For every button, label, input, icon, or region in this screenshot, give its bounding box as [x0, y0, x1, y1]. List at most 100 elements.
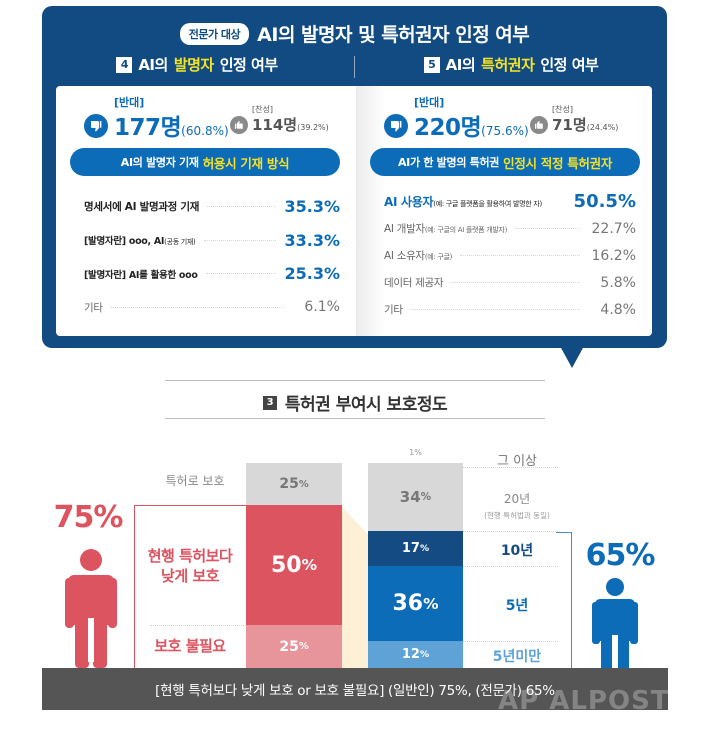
section-divider-bottom — [165, 418, 545, 419]
patentee-vote-summary: [반대] 220명(75.6%) [찬성] 71명(24.4%) — [384, 92, 644, 141]
leader-line — [205, 273, 277, 275]
label-5y: 5년 — [505, 598, 529, 614]
leader-line — [451, 282, 580, 283]
separator — [463, 566, 558, 567]
label-none: 보호 불필요 — [154, 637, 226, 655]
item-value: 35.3% — [284, 197, 340, 217]
expert-bracket — [556, 532, 572, 668]
list-item: AI 소유자(예: 구글) 16.2% — [384, 242, 636, 269]
list-item: 명세서에 AI 발명과정 기재 35.3% — [84, 190, 340, 224]
expert-top-note: 1% — [409, 448, 422, 457]
support-count: 71명(24.4%) — [552, 116, 619, 134]
section-divider-top — [165, 380, 545, 381]
separator — [463, 531, 558, 532]
item-value: 6.1% — [304, 299, 340, 316]
leader-line — [110, 306, 284, 308]
list-item: 데이터 제공자 5.8% — [384, 269, 636, 296]
oppose-count: 177명(60.8%) — [114, 115, 229, 141]
leader-line — [410, 309, 580, 310]
expert-bar-lt5y: 12% — [368, 641, 463, 668]
oppose-count: 220명(75.6%) — [414, 115, 529, 141]
item-value: 25.3% — [284, 264, 340, 284]
item-label: 명세서에 AI 발명과정 기재 — [84, 201, 200, 214]
pill-highlight: 허용시 기재 방식 — [202, 155, 290, 171]
item-value: 4.8% — [600, 301, 636, 318]
expert-bar-20y: 34% — [368, 463, 463, 531]
pill-highlight: 인정시 적정 특허권자 — [503, 155, 613, 171]
list-item: 기타 4.8% — [384, 296, 636, 323]
thumbs-down-icon — [84, 114, 108, 138]
speech-tail — [560, 346, 584, 368]
separator — [150, 625, 246, 626]
patentee-list: AI 사용자(예: 구글 플랫폼을 활용하여 발명한 자) 50.5% AI 개… — [384, 188, 636, 323]
section-number-3: 3 — [262, 395, 277, 410]
expert-tag: 전문가 대상 — [179, 22, 250, 45]
inventor-card: [반대] 177명(60.8%) [찬성] 114명(39.2%) AI의 발명… — [56, 86, 356, 336]
panel-title: 전문가 대상 AI의 발명자 및 특허권자 인정 여부 — [42, 20, 667, 47]
inventor-method-pill: AI의 발명자 기재 허용시 기재 방식 — [70, 148, 340, 176]
expert-person-icon — [592, 577, 638, 681]
label-lower: 현행 특허보다 낮게 보호 — [147, 547, 233, 585]
summary-footer: [현행 특허보다 낮게 보호 or 보호 불필요] (일반인) 75%, (전문… — [42, 668, 668, 710]
heading-prefix: AI의 — [138, 56, 168, 74]
expert-survey-panel: 전문가 대상 AI의 발명자 및 특허권자 인정 여부 4 AI의 발명자 인정 여… — [42, 6, 667, 348]
thumbs-up-icon — [230, 116, 248, 134]
item-value: 5.8% — [600, 274, 636, 291]
item-label: [발명자란] AI를 활용한 ooo — [84, 269, 198, 281]
item-value: 33.3% — [284, 230, 340, 250]
item-value: 22.7% — [591, 220, 636, 237]
item-value: 16.2% — [591, 247, 636, 264]
leader-line — [515, 228, 580, 229]
sub-headings: 4 AI의 발명자 인정 여부 5 AI의 특허권자 인정 여부 — [42, 54, 667, 82]
general-bar-none: 25% — [246, 625, 342, 668]
patentee-heading: 5 AI의 특허권자 인정 여부 — [356, 54, 666, 75]
heading-suffix: 인정 여부 — [540, 56, 599, 74]
label-lt5y: 5년미만 — [492, 649, 542, 665]
connector-band — [340, 505, 368, 668]
section-title-text: 특허권 부여시 보호정도 — [284, 395, 448, 415]
expert-total: 65% — [585, 538, 656, 573]
patentee-card: [반대] 220명(75.6%) [찬성] 71명(24.4%) AI가 한 발… — [356, 86, 652, 336]
label-20y-note: (현행 특허법과 동일) — [484, 511, 550, 520]
label-protect: 특허로 보호 — [165, 474, 225, 488]
inventor-vote-summary: [반대] 177명(60.8%) [찬성] 114명(39.2%) — [84, 92, 344, 141]
thumbs-down-icon — [384, 114, 408, 138]
separator — [463, 641, 558, 642]
item-label: 데이터 제공자 — [384, 277, 444, 289]
thumbs-up-icon — [530, 116, 548, 134]
item-value: 50.5% — [573, 191, 636, 212]
separator — [463, 467, 558, 468]
heading-highlight: 특허권자 — [481, 56, 535, 74]
watermark: AP ALPOST — [498, 686, 668, 716]
support-label: [찬성] — [252, 105, 273, 114]
expert-bar-10y: 17% — [368, 531, 463, 566]
heading-prefix: AI의 — [445, 56, 476, 74]
pill-text: AI가 한 발명의 특허권 — [397, 156, 500, 169]
inventor-heading: 4 AI의 발명자 인정 여부 — [42, 54, 352, 75]
item-label: 기타 — [384, 304, 403, 316]
support-label: [찬성] — [552, 105, 573, 114]
list-item: [발명자란] ooo, AI(공동 기재) 33.3% — [84, 224, 340, 258]
list-item: 기타 6.1% — [84, 291, 340, 325]
summary-text: [현행 특허보다 낮게 보호 or 보호 불필요] (일반인) 75%, (전문… — [155, 683, 555, 699]
heading-highlight: 발명자 — [173, 56, 214, 74]
item-label: AI 개발자(예: 구글의 AI 플랫폼 개발자) — [384, 223, 508, 235]
pill-text: AI의 발명자 기재 — [120, 156, 199, 169]
general-person-icon — [64, 548, 118, 672]
expert-bar-5y: 36% — [368, 566, 463, 641]
general-bar-lower: 50% — [246, 505, 342, 625]
leader-line — [460, 255, 580, 256]
item-label: [발명자란] ooo, AI(공동 기재) — [84, 236, 196, 248]
section-number-4: 4 — [116, 56, 133, 73]
general-bar-protect: 25% — [246, 463, 342, 505]
heading-divider — [354, 56, 355, 78]
general-bracket — [134, 505, 246, 668]
list-item: AI 개발자(예: 구글의 AI 플랫폼 개발자) 22.7% — [384, 215, 636, 242]
label-20y: 20년 — [503, 492, 531, 506]
item-label: AI 사용자(예: 구글 플랫폼을 활용하여 발명한 자) — [384, 195, 542, 209]
leader-line — [207, 206, 277, 208]
patentee-pill: AI가 한 발명의 특허권 인정시 적정 특허권자 — [370, 148, 640, 176]
item-label: 기타 — [84, 301, 103, 314]
leader-line — [203, 239, 277, 241]
support-count: 114명(39.2%) — [252, 116, 329, 134]
